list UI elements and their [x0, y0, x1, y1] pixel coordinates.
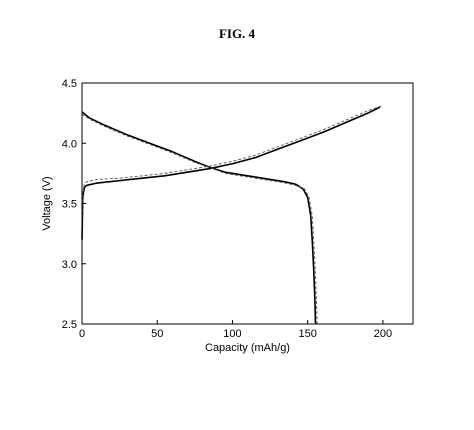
x-tick-label: 0 [79, 328, 85, 340]
x-axis-label: Capacity (mAh/g) [205, 342, 290, 354]
x-tick-label: 50 [151, 328, 163, 340]
y-tick-label: 3.0 [62, 259, 77, 271]
series-line-3 [81, 105, 382, 238]
series-line-2 [81, 111, 317, 325]
y-tick-label: 4.0 [62, 138, 77, 150]
figure-title: FIG. 4 [218, 26, 256, 41]
y-tick-label: 2.5 [62, 319, 77, 331]
ticks-layer: 0 50 100 150 200 2.5 3.0 3.5 4.0 4.5 [62, 78, 392, 340]
series-line-4 [81, 113, 318, 325]
series-layer [81, 105, 382, 325]
plot-frame [81, 82, 414, 325]
x-tick-label: 150 [299, 328, 317, 340]
x-tick-label: 100 [223, 328, 241, 340]
x-tick-label: 200 [374, 328, 392, 340]
y-tick-label: 3.5 [62, 199, 77, 211]
series-line-1 [81, 106, 381, 240]
y-tick-label: 4.5 [62, 78, 77, 90]
y-axis-label: Voltage (V) [41, 176, 53, 230]
